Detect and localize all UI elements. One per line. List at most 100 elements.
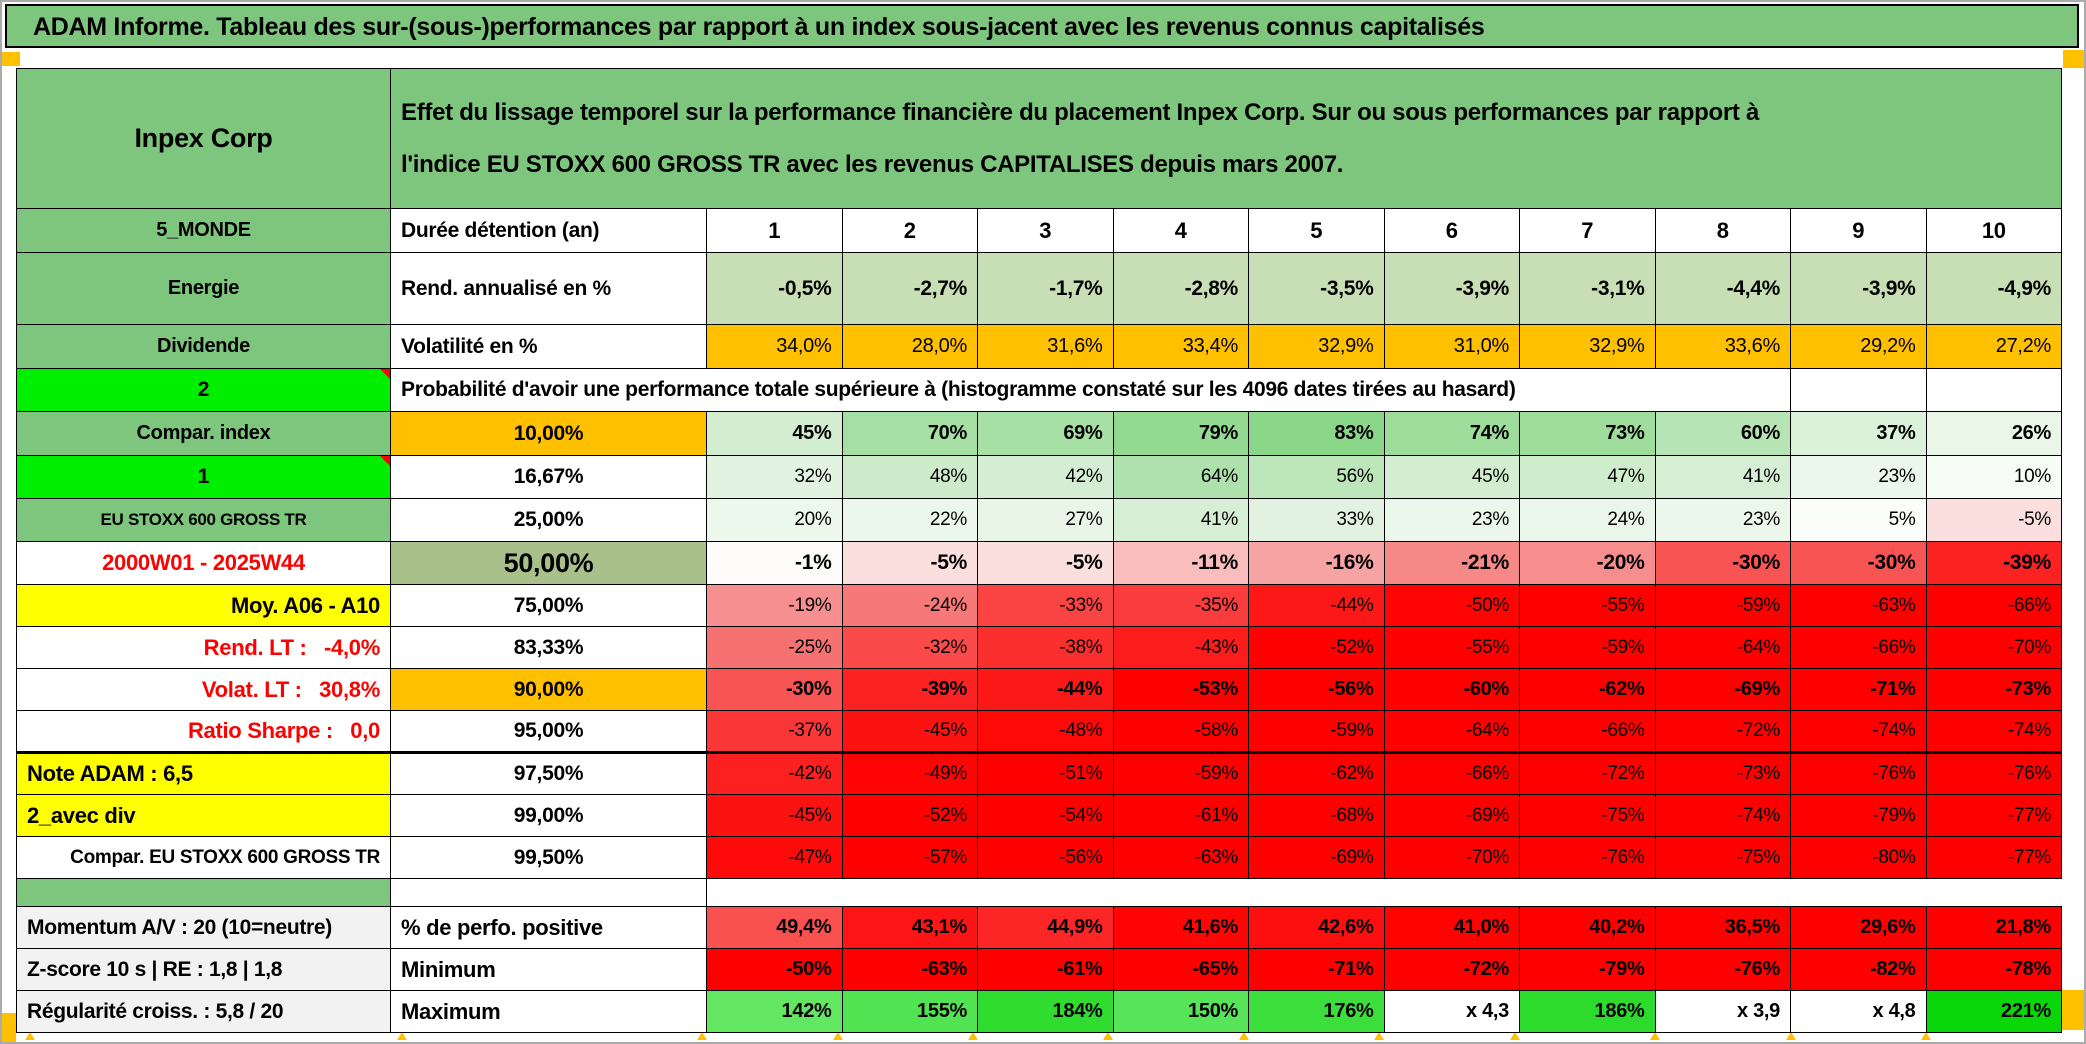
grid-cell[interactable]: -54% [977, 794, 1114, 837]
grid-cell[interactable]: -11% [1112, 541, 1249, 585]
grid-cell[interactable]: -30% [706, 668, 843, 711]
row-label-cell[interactable]: EU STOXX 600 GROSS TR [16, 498, 391, 542]
grid-cell[interactable]: 221% [1925, 990, 2062, 1033]
grid-cell[interactable]: -66% [1925, 584, 2062, 627]
grid-cell[interactable] [1790, 368, 1927, 412]
grid-cell[interactable]: -4,4% [1654, 252, 1791, 325]
grid-cell[interactable]: -76% [1654, 948, 1791, 991]
grid-cell[interactable]: -78% [1925, 948, 2062, 991]
grid-cell[interactable]: -75% [1519, 794, 1656, 837]
grid-cell[interactable]: 49,4% [706, 906, 843, 949]
grid-cell[interactable]: -50% [1383, 584, 1520, 627]
row-label-cell[interactable]: 2 [16, 368, 391, 412]
grid-cell[interactable]: 31,6% [977, 324, 1114, 369]
grid-cell[interactable]: -63% [1112, 836, 1249, 879]
row-label-cell[interactable]: Dividende [16, 324, 391, 369]
row-label-cell[interactable]: Energie [16, 252, 391, 325]
grid-cell[interactable]: 184% [977, 990, 1114, 1033]
grid-cell[interactable]: 186% [1519, 990, 1656, 1033]
row-label-cell[interactable]: 2000W01 - 2025W44 [16, 541, 391, 585]
grid-cell[interactable]: 95,00% [390, 710, 707, 754]
grid-cell[interactable]: 50,00% [390, 541, 707, 585]
grid-cell[interactable]: -0,5% [706, 252, 843, 325]
grid-cell[interactable]: -62% [1248, 752, 1385, 795]
grid-cell[interactable]: -80% [1790, 836, 1927, 879]
grid-cell[interactable]: 23% [1383, 498, 1520, 542]
grid-cell[interactable]: -37% [706, 710, 843, 754]
row-label-cell[interactable]: Note ADAM : 6,5 [16, 752, 391, 795]
grid-cell[interactable] [1248, 878, 1384, 907]
grid-cell[interactable]: 6 [1383, 208, 1520, 253]
grid-cell[interactable]: x 4,8 [1790, 990, 1927, 1033]
grid-cell[interactable]: -77% [1925, 836, 2062, 879]
grid-cell[interactable]: 23% [1790, 455, 1927, 499]
grid-cell[interactable]: -38% [977, 626, 1114, 669]
grid-cell[interactable]: 7 [1519, 208, 1656, 253]
grid-cell[interactable]: -62% [1519, 668, 1656, 711]
grid-cell[interactable]: -3,5% [1248, 252, 1385, 325]
grid-cell[interactable]: -33% [977, 584, 1114, 627]
grid-cell[interactable]: 42% [977, 455, 1114, 499]
grid-cell[interactable]: -66% [1790, 626, 1927, 669]
grid-cell[interactable]: 48% [841, 455, 978, 499]
grid-cell[interactable]: 73% [1519, 411, 1656, 456]
grid-cell[interactable]: -45% [706, 794, 843, 837]
grid-cell[interactable]: 41% [1112, 498, 1249, 542]
grid-cell[interactable]: -74% [1925, 710, 2062, 754]
grid-cell[interactable]: -43% [1112, 626, 1249, 669]
grid-cell[interactable] [390, 878, 707, 907]
grid-cell[interactable]: -52% [1248, 626, 1385, 669]
grid-cell[interactable]: -72% [1383, 948, 1520, 991]
grid-cell[interactable]: 41,6% [1112, 906, 1249, 949]
grid-cell[interactable]: -2,7% [841, 252, 978, 325]
row-label-cell[interactable]: Z-score 10 s | RE : 1,8 | 1,8 [16, 948, 391, 991]
row-label-cell[interactable]: Compar. EU STOXX 600 GROSS TR [16, 836, 391, 879]
grid-cell[interactable]: 33,6% [1654, 324, 1791, 369]
grid-cell[interactable] [1113, 878, 1249, 907]
grid-cell[interactable]: -5% [841, 541, 978, 585]
grid-cell[interactable]: -47% [706, 836, 843, 879]
grid-cell[interactable]: -42% [706, 752, 843, 795]
grid-cell[interactable]: -25% [706, 626, 843, 669]
grid-cell[interactable] [1655, 878, 1791, 907]
grid-cell[interactable]: -63% [841, 948, 978, 991]
grid-cell[interactable] [1925, 368, 2062, 412]
grid-cell[interactable]: 8 [1654, 208, 1791, 253]
grid-cell[interactable]: -39% [841, 668, 978, 711]
grid-cell[interactable]: -16% [1248, 541, 1385, 585]
grid-cell[interactable]: -58% [1112, 710, 1249, 754]
grid-cell[interactable]: 27,2% [1925, 324, 2062, 369]
row-label-cell[interactable]: Volat. LT : 30,8% [16, 668, 391, 711]
grid-cell[interactable]: 10% [1925, 455, 2062, 499]
grid-cell[interactable]: -1,7% [977, 252, 1114, 325]
grid-cell[interactable]: -39% [1925, 541, 2062, 585]
grid-cell[interactable]: -3,9% [1383, 252, 1520, 325]
grid-cell[interactable]: -72% [1654, 710, 1791, 754]
grid-cell[interactable]: -50% [706, 948, 843, 991]
grid-cell[interactable]: Minimum [390, 948, 707, 991]
grid-cell[interactable]: 42,6% [1248, 906, 1385, 949]
grid-cell[interactable]: 20% [706, 498, 843, 542]
grid-cell[interactable] [706, 878, 842, 907]
sheet-description-cell[interactable]: Effet du lissage temporel sur la perform… [390, 68, 2062, 209]
grid-cell[interactable]: -1% [706, 541, 843, 585]
grid-cell[interactable]: 176% [1248, 990, 1385, 1033]
grid-cell[interactable]: -3,9% [1790, 252, 1927, 325]
grid-cell[interactable]: 69% [977, 411, 1114, 456]
grid-cell[interactable]: -56% [977, 836, 1114, 879]
grid-cell[interactable]: 70% [841, 411, 978, 456]
grid-cell[interactable]: 43,1% [841, 906, 978, 949]
grid-cell[interactable]: Rend. annualisé en % [390, 252, 707, 325]
grid-cell[interactable]: -56% [1248, 668, 1385, 711]
grid-cell[interactable]: -5% [977, 541, 1114, 585]
grid-cell[interactable]: 37% [1790, 411, 1927, 456]
grid-cell[interactable]: -76% [1519, 836, 1656, 879]
grid-cell[interactable]: -59% [1112, 752, 1249, 795]
grid-cell[interactable] [977, 878, 1113, 907]
grid-cell[interactable]: -57% [841, 836, 978, 879]
grid-cell[interactable]: 2 [841, 208, 978, 253]
grid-cell[interactable]: -53% [1112, 668, 1249, 711]
entity-name-cell[interactable]: Inpex Corp [16, 68, 391, 209]
grid-cell[interactable]: 83% [1248, 411, 1385, 456]
grid-cell[interactable]: -3,1% [1519, 252, 1656, 325]
